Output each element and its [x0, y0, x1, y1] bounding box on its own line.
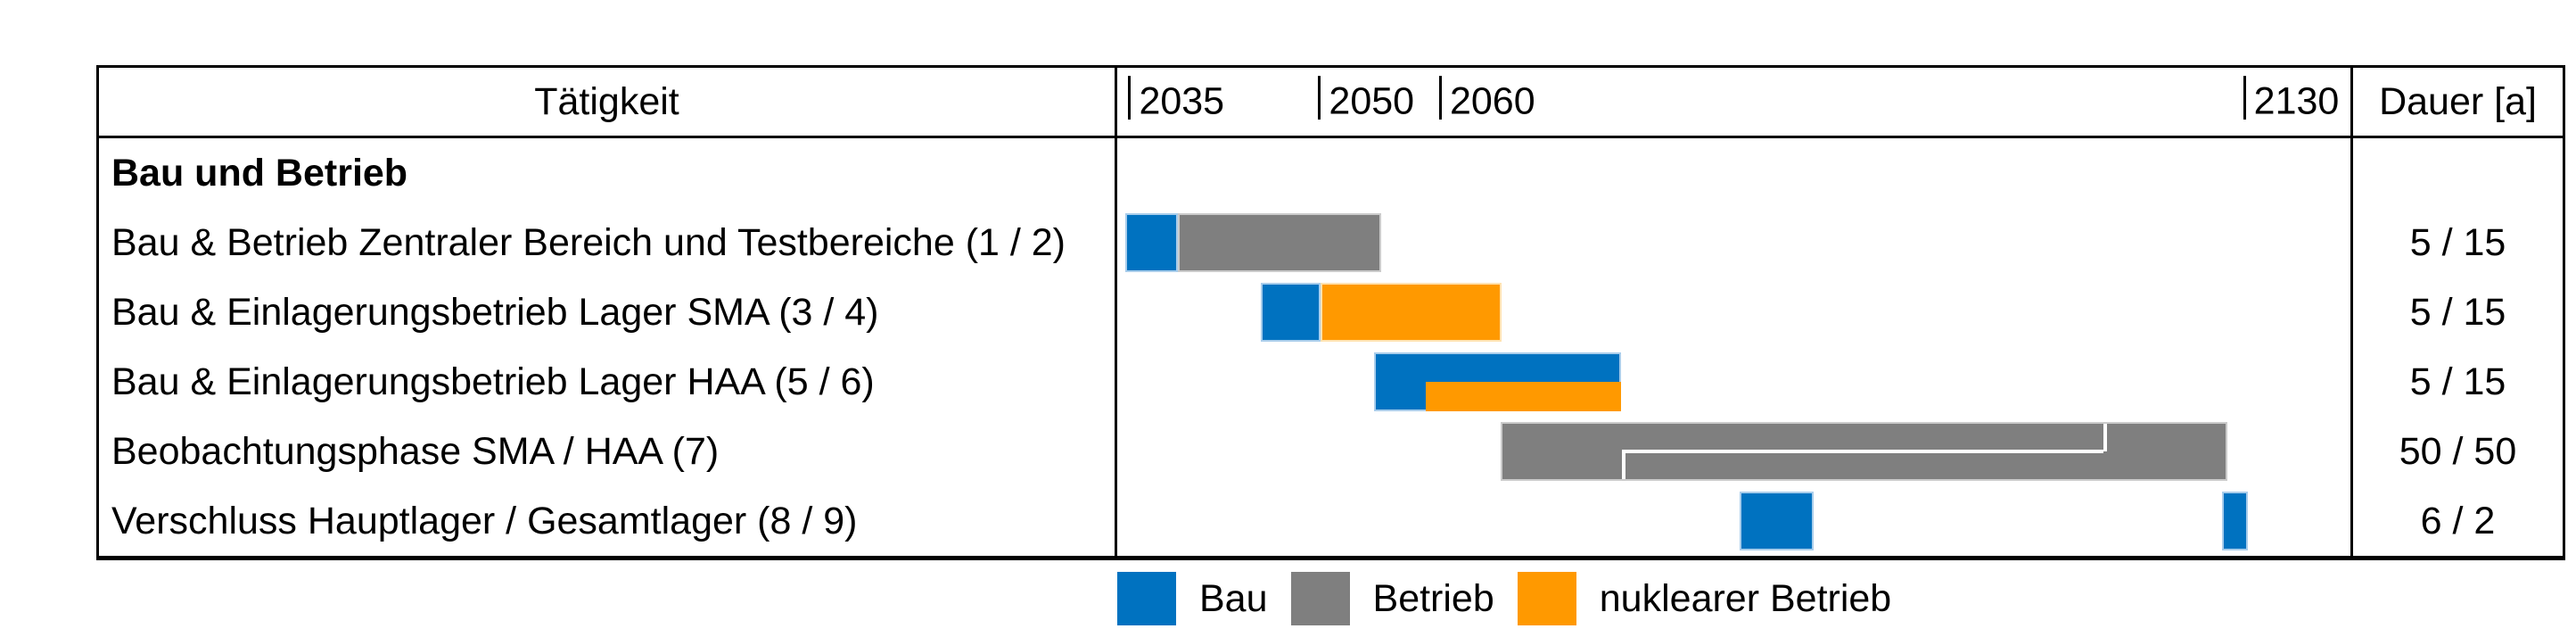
gantt-bar-bau	[1740, 492, 1814, 550]
axis-tick-2050	[1318, 76, 1321, 120]
duration-column-header: Dauer [a]	[2379, 79, 2537, 123]
task-timeline-cell	[1117, 417, 2353, 486]
legend-label-bau: Bau	[1199, 576, 1268, 620]
axis-tick-label-2035: 2035	[1139, 79, 1225, 123]
timeline-axis-header: 2035 2050 2060 2130	[1117, 68, 2353, 136]
gantt-bar-nuklear	[1321, 283, 1502, 342]
gantt-table: Tätigkeit 2035 2050 2060 2130 Dauer [a] Bau…	[96, 65, 2565, 560]
table-header-row: Tätigkeit 2035 2050 2060 2130 Dauer [a]	[99, 68, 2563, 138]
task-duration: 5 / 15	[2409, 290, 2506, 334]
legend-swatch-betrieb	[1290, 572, 1350, 625]
task-timeline-cell	[1117, 347, 2353, 417]
gantt-bar-bau	[2221, 492, 2248, 550]
task-timeline-cell	[1117, 486, 2353, 556]
table-row: Bau & Betrieb Zentraler Bereich und Test…	[99, 208, 2563, 277]
task-duration: 5 / 15	[2409, 220, 2506, 264]
step-line-vertical-start	[1621, 451, 1625, 479]
task-label: Bau und Betrieb	[99, 138, 1117, 208]
table-row: Verschluss Hauptlager / Gesamtlager (8 /…	[99, 486, 2563, 556]
axis-tick-2035	[1128, 76, 1132, 120]
step-line-horizontal	[1621, 449, 2103, 453]
legend-label-betrieb: Betrieb	[1372, 576, 1494, 620]
task-duration	[2353, 138, 2563, 208]
task-timeline-cell	[1117, 208, 2353, 277]
axis-tick-label-2130: 2130	[2253, 79, 2340, 123]
task-duration: 50 / 50	[2399, 429, 2517, 473]
task-label: Bau & Betrieb Zentraler Bereich und Test…	[99, 208, 1117, 277]
legend-label-nuklear: nuklearer Betrieb	[1599, 576, 1892, 620]
gantt-bar-nuklear	[1426, 382, 1621, 411]
axis-tick-2060	[1438, 76, 1442, 120]
task-label: Beobachtungsphase SMA / HAA (7)	[99, 417, 1117, 486]
legend: Bau Betrieb nuklearer Betrieb	[1117, 567, 1914, 630]
task-label: Bau & Einlagerungsbetrieb Lager SMA (3 /…	[99, 277, 1117, 347]
task-duration: 6 / 2	[2420, 499, 2496, 542]
task-label: Bau & Einlagerungsbetrieb Lager HAA (5 /…	[99, 347, 1117, 417]
axis-tick-label-2050: 2050	[1329, 79, 1415, 123]
step-line-vertical-end	[2103, 424, 2107, 451]
activity-column-header: Tätigkeit	[99, 68, 1117, 136]
axis-tick-label-2060: 2060	[1449, 79, 1535, 123]
legend-swatch-nuklear	[1517, 572, 1576, 625]
task-label: Verschluss Hauptlager / Gesamtlager (8 /…	[99, 486, 1117, 556]
gantt-bar-bau	[1261, 283, 1321, 342]
table-row: Bau und Betrieb	[99, 138, 2563, 208]
legend-swatch-bau	[1117, 572, 1176, 625]
table-row: Bau & Einlagerungsbetrieb Lager HAA (5 /…	[99, 347, 2563, 417]
table-row: Bau & Einlagerungsbetrieb Lager SMA (3 /…	[99, 277, 2563, 347]
table-row: Beobachtungsphase SMA / HAA (7) 50 / 50	[99, 417, 2563, 486]
gantt-bar-betrieb	[1177, 213, 1381, 272]
gantt-bar-bau	[1124, 213, 1178, 272]
gantt-bar-betrieb	[1501, 422, 2227, 481]
task-timeline-cell	[1117, 138, 2353, 208]
task-duration: 5 / 15	[2409, 360, 2506, 403]
task-timeline-cell	[1117, 277, 2353, 347]
axis-tick-2130	[2243, 76, 2246, 120]
table-body: Bau und Betrieb Bau & Betrieb Zentraler B…	[99, 138, 2563, 556]
